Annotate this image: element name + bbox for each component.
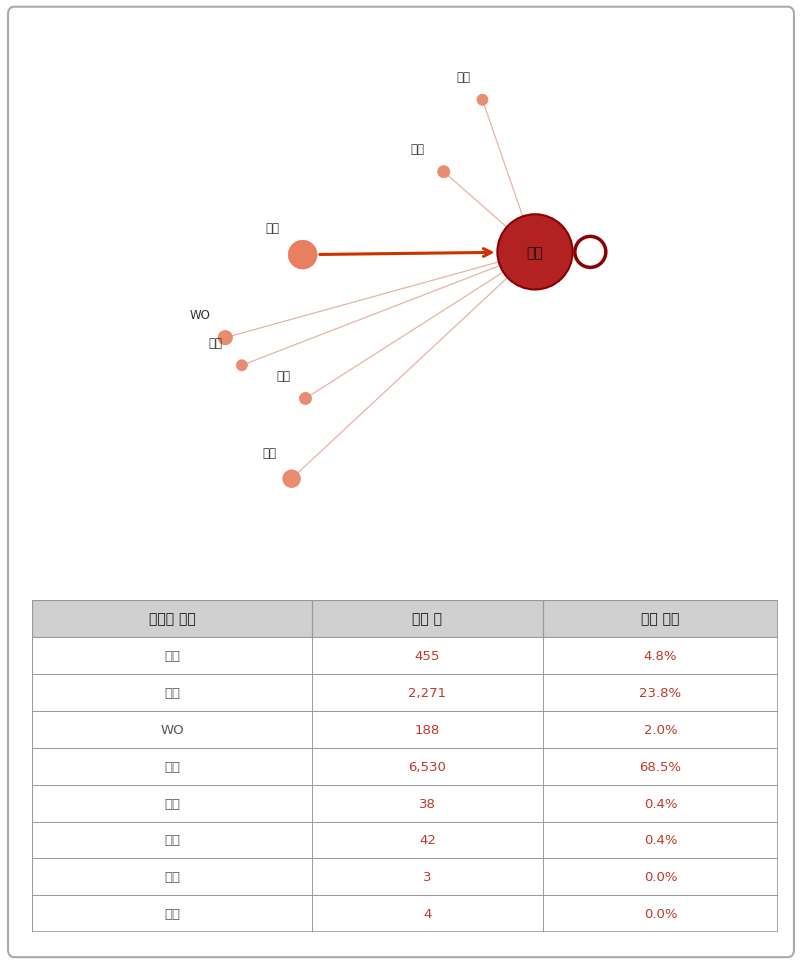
Circle shape: [477, 95, 488, 107]
Text: 3: 3: [423, 871, 431, 883]
Text: 2.0%: 2.0%: [644, 723, 677, 736]
Text: 일본: 일본: [265, 221, 279, 234]
Circle shape: [288, 241, 317, 270]
Text: 6,530: 6,530: [408, 760, 447, 773]
Text: WO: WO: [190, 308, 211, 322]
Text: 독일: 독일: [164, 907, 180, 921]
Bar: [32, 785, 778, 822]
Text: 영국: 영국: [209, 336, 222, 350]
Text: 42: 42: [419, 833, 435, 847]
Text: 유럽: 유럽: [410, 143, 424, 156]
Bar: [32, 748, 778, 785]
Text: 0.0%: 0.0%: [644, 907, 677, 921]
Text: 독일: 독일: [456, 71, 470, 85]
Bar: [32, 858, 778, 896]
Text: 38: 38: [419, 797, 435, 810]
Circle shape: [237, 360, 247, 372]
Bar: [32, 675, 778, 711]
Text: 한국: 한국: [527, 246, 544, 259]
Text: 유렁: 유렁: [164, 833, 180, 847]
Circle shape: [218, 332, 233, 345]
Bar: [32, 822, 778, 858]
Text: WO: WO: [160, 723, 184, 736]
Text: 4.8%: 4.8%: [644, 650, 677, 662]
Bar: [32, 711, 778, 748]
Circle shape: [438, 166, 450, 179]
Circle shape: [497, 215, 573, 290]
Text: 0.4%: 0.4%: [644, 833, 677, 847]
Text: 23.8%: 23.8%: [639, 686, 682, 700]
Text: 인용 수: 인용 수: [412, 612, 443, 626]
Text: 0.4%: 0.4%: [644, 797, 677, 810]
Text: 중국: 중국: [164, 797, 180, 810]
Text: 455: 455: [415, 650, 440, 662]
Text: 인용 비율: 인용 비율: [642, 612, 679, 626]
Text: 188: 188: [415, 723, 440, 736]
Text: 0.0%: 0.0%: [644, 871, 677, 883]
Bar: [32, 896, 778, 932]
Circle shape: [299, 393, 311, 406]
Text: 2,271: 2,271: [408, 686, 447, 700]
Text: 중국: 중국: [277, 369, 290, 382]
Bar: [32, 637, 778, 675]
Circle shape: [283, 470, 301, 488]
Text: 한국: 한국: [164, 760, 180, 773]
Text: 68.5%: 68.5%: [639, 760, 682, 773]
Text: 일본: 일본: [164, 686, 180, 700]
Text: 4: 4: [423, 907, 431, 921]
Text: 미국: 미국: [262, 447, 277, 460]
Text: 영국: 영국: [164, 871, 180, 883]
Text: 피인용 국가: 피인용 국가: [148, 612, 196, 626]
Text: 미국: 미국: [164, 650, 180, 662]
Bar: [32, 601, 778, 637]
